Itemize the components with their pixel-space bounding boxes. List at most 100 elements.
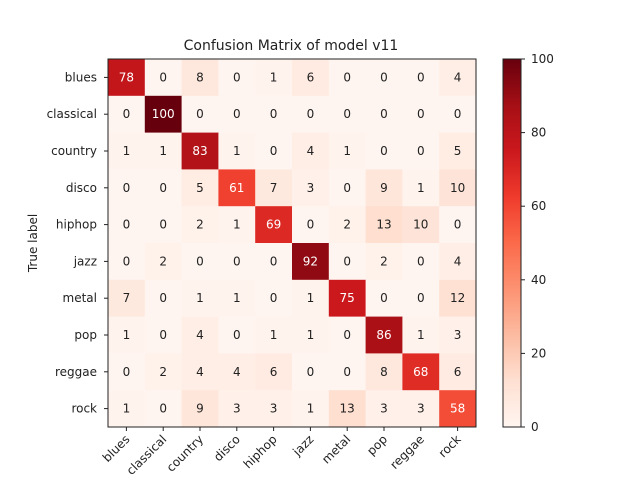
matrix-cell [365,59,403,97]
matrix-cell [402,132,440,170]
colorbar-ticks: 0 20 40 60 80 100 [521,52,554,434]
matrix-cell [181,169,219,207]
matrix-cell [108,390,146,428]
matrix-cell [365,169,403,207]
matrix-cell [292,316,330,354]
matrix-cell [365,316,403,354]
cell-value-label: 0 [196,254,204,268]
cell-value-label: 0 [123,254,131,268]
matrix-cell [365,132,403,170]
cell-value-label: 3 [307,181,315,195]
colorbar-tick-label: 100 [531,52,554,66]
cell-value-label: 0 [123,181,131,195]
matrix-cell [181,353,219,391]
cell-value-label: 0 [307,365,315,379]
matrix-cell [255,132,293,170]
cell-value-label: 1 [307,291,315,305]
cell-value-label: 2 [159,365,167,379]
cell-value-label: 4 [196,365,204,379]
matrix-cell [365,279,403,318]
cell-value-label: 3 [270,402,278,416]
cell-value-label: 10 [413,218,428,232]
cell-value-label: 0 [159,291,167,305]
matrix-cell [292,132,330,170]
matrix-cell [108,95,146,134]
cell-value-label: 0 [270,254,278,268]
matrix-cell [365,390,403,428]
cell-value-label: 0 [380,70,388,84]
y-tick-labels: blues classical country disco hiphop jazz meta… [47,70,108,416]
cell-value-label: 1 [417,328,425,342]
cell-value-label: 9 [380,181,388,195]
matrix-cell [218,243,256,281]
matrix-cell [255,206,293,244]
matrix-cell [292,206,330,244]
y-axis-label: True label [26,214,40,273]
matrix-cell [218,169,256,207]
matrix-cell [144,243,183,281]
cell-value-label: 13 [340,402,355,416]
cell-value-label: 58 [450,402,465,416]
cell-value-label: 4 [196,328,204,342]
matrix-cell [402,316,440,354]
matrix-cell [439,353,477,391]
x-tick-label: country [164,432,206,474]
cell-value-label: 3 [233,402,241,416]
matrix-cell [402,353,440,391]
cell-value-label: 75 [340,291,355,305]
matrix-cell [402,243,440,281]
matrix-cell [181,132,219,170]
matrix-cell [218,390,256,428]
y-tick-label: pop [74,328,97,342]
cell-value-label: 0 [343,70,351,84]
matrix-cell [439,169,477,207]
matrix-cell [144,59,183,97]
matrix-cell [402,59,440,97]
x-tick-label: blues [100,432,133,465]
matrix-cell [181,316,219,354]
matrix-cell [402,95,440,134]
cell-value-label: 0 [159,181,167,195]
cell-value-label: 1 [123,144,131,158]
matrix-cell [328,353,367,391]
matrix-cell [144,206,183,244]
matrix-cell [218,59,256,97]
cell-value-label: 0 [307,218,315,232]
x-tick-label: reggae [387,432,427,472]
cell-value-label: 0 [159,70,167,84]
x-tick-label: classical [124,432,170,478]
cell-value-label: 1 [417,181,425,195]
cell-value-label: 0 [123,218,131,232]
matrix-cell [439,95,477,134]
matrix-cell [402,390,440,428]
cell-value-label: 0 [417,70,425,84]
matrix-cell [144,132,183,170]
matrix-cell [439,243,477,281]
x-tick-label: rock [436,432,464,460]
cell-value-label: 1 [233,291,241,305]
y-tick-label: blues [65,70,97,84]
cell-value-label: 0 [454,107,462,121]
y-tick-label: disco [66,181,97,195]
matrix-cell [108,353,146,391]
cell-value-label: 0 [417,254,425,268]
matrix-cell [439,59,477,97]
cell-value-label: 0 [343,107,351,121]
cell-value-label: 83 [192,144,207,158]
matrix-cell [328,390,367,428]
cell-value-label: 0 [233,70,241,84]
cell-value-label: 0 [123,365,131,379]
cell-value-label: 61 [229,181,244,195]
cell-value-label: 68 [413,365,428,379]
y-tick-label: country [51,144,97,158]
matrix-cell [365,206,403,244]
cell-value-label: 0 [233,254,241,268]
matrix-cell [218,95,256,134]
cell-value-label: 2 [380,254,388,268]
matrix-cell [181,243,219,281]
matrix-cell [328,279,367,318]
cell-value-label: 0 [417,291,425,305]
matrix-cell [108,59,146,97]
cell-value-label: 0 [417,107,425,121]
